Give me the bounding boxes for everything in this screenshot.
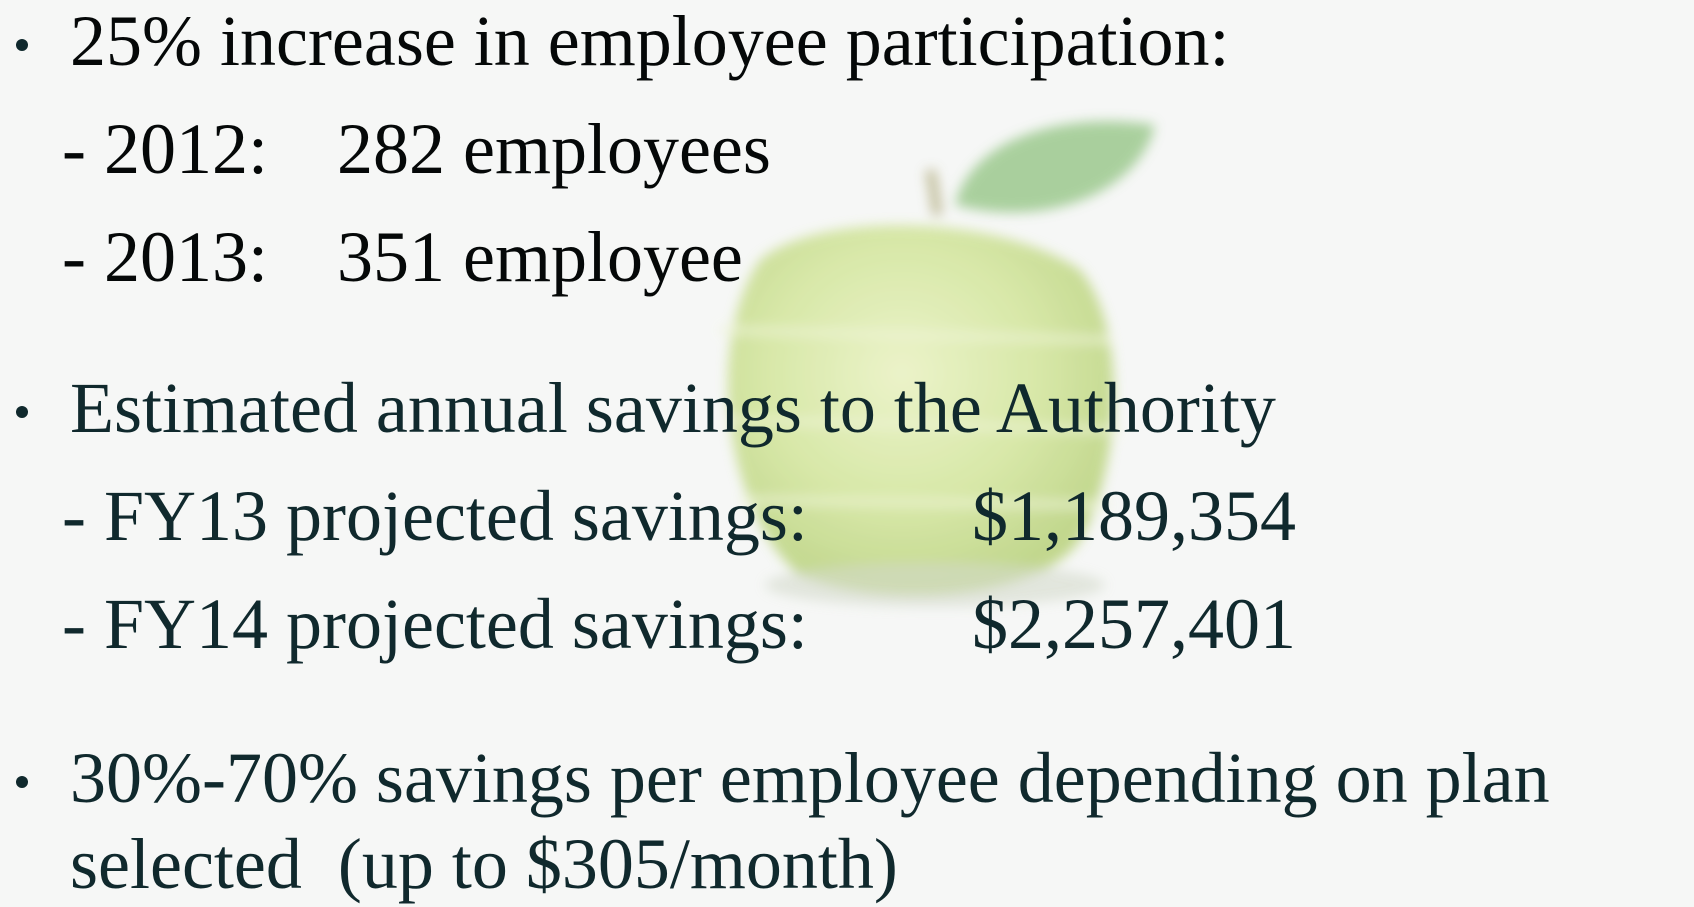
sub-item-value: 282 employees	[337, 113, 771, 185]
bullet-text: Estimated annual savings to the Authorit…	[70, 372, 1276, 444]
slide: 25% increase in employee participation: -…	[0, 0, 1694, 907]
bullet-dot	[16, 39, 28, 51]
bullet-text: 25% increase in employee participation:	[70, 5, 1230, 77]
sub-item-value: 351 employee	[337, 221, 743, 293]
sub-item-label: - 2013:	[62, 221, 268, 293]
bullet-text-line: selected (up to $305/month)	[70, 828, 898, 900]
sub-item-label: - FY13 projected savings:	[62, 480, 808, 552]
sub-item-label: - 2012:	[62, 113, 268, 185]
sub-item-label: - FY14 projected savings:	[62, 588, 808, 660]
sub-item-value: $1,189,354	[972, 480, 1296, 552]
bullet-text-line: 30%-70% savings per employee depending o…	[70, 742, 1550, 814]
bullet-dot	[16, 776, 28, 788]
sub-item-value: $2,257,401	[972, 588, 1296, 660]
bullet-dot	[16, 406, 28, 418]
